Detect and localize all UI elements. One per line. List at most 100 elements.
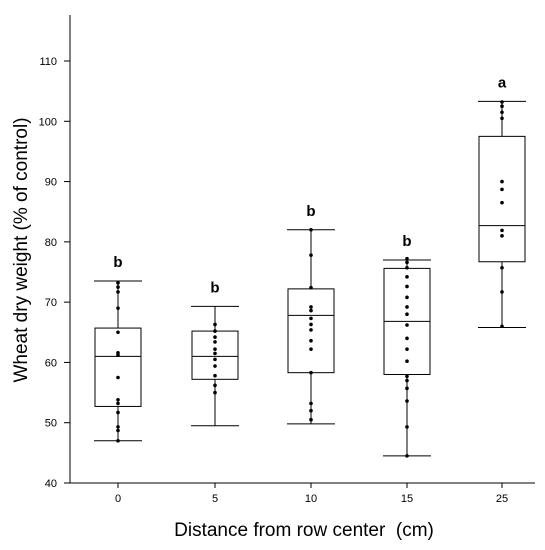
- data-point: [405, 386, 409, 391]
- y-tick-label: 50: [45, 418, 57, 430]
- data-point: [213, 347, 217, 351]
- y-tick-label: 110: [39, 56, 57, 68]
- data-point: [116, 285, 120, 289]
- data-point: [500, 100, 504, 104]
- box-group: b: [191, 279, 239, 427]
- data-point: [405, 378, 409, 383]
- x-axis-title: Distance from row center (cm): [174, 520, 434, 541]
- data-point: [405, 284, 409, 289]
- data-point: [116, 425, 120, 429]
- y-tick-label: 40: [45, 478, 57, 490]
- significance-letter: b: [210, 279, 219, 296]
- y-axis-title: Wheat dry weight (% of control): [11, 117, 32, 382]
- data-point: [405, 305, 409, 309]
- data-point: [405, 399, 409, 403]
- data-point: [309, 328, 313, 332]
- box-group: b: [383, 233, 431, 458]
- data-point: [309, 253, 313, 257]
- data-point: [213, 340, 217, 344]
- data-point: [116, 410, 120, 415]
- y-tick-label: 60: [45, 357, 57, 369]
- data-point: [309, 316, 313, 321]
- data-point: [213, 390, 217, 395]
- data-point: [213, 373, 217, 378]
- y-tick-label: 70: [45, 297, 57, 309]
- significance-letter: b: [113, 254, 122, 271]
- data-point: [405, 347, 409, 351]
- data-point: [500, 116, 504, 121]
- data-point: [405, 256, 409, 261]
- data-point: [500, 290, 504, 294]
- box-group: b: [94, 254, 142, 443]
- data-point: [213, 364, 217, 368]
- x-tick-label: 0: [115, 493, 121, 505]
- data-point: [309, 408, 313, 413]
- data-point: [213, 322, 217, 327]
- data-point: [405, 359, 409, 364]
- data-point: [116, 375, 120, 380]
- y-tick-label: 100: [39, 116, 57, 128]
- data-point: [116, 401, 120, 406]
- data-point: [405, 323, 409, 327]
- data-point: [500, 200, 504, 205]
- data-point: [309, 322, 313, 327]
- significance-letter: b: [306, 203, 315, 220]
- data-point: [116, 306, 120, 310]
- x-tick-label: 5: [212, 493, 218, 505]
- data-point: [405, 454, 409, 458]
- data-point: [213, 335, 217, 339]
- data-point: [116, 290, 120, 294]
- x-tick-label: 10: [305, 493, 317, 505]
- data-point: [405, 312, 409, 317]
- box-group: b: [287, 203, 335, 425]
- y-tick-label: 90: [45, 177, 57, 189]
- data-point: [405, 374, 409, 379]
- iqr-box: [94, 327, 142, 407]
- data-point: [405, 336, 409, 341]
- data-point: [405, 425, 409, 429]
- data-point: [500, 179, 504, 184]
- data-point: [405, 260, 409, 265]
- data-point: [309, 370, 313, 375]
- significance-letter: a: [498, 74, 507, 91]
- x-ticks: 0 5 10 15 25: [115, 483, 508, 505]
- data-point: [500, 234, 504, 238]
- data-point: [309, 305, 313, 309]
- data-point: [213, 329, 217, 333]
- data-point: [116, 428, 120, 433]
- axes: [69, 15, 535, 484]
- x-tick-label: 15: [401, 493, 413, 505]
- data-point: [309, 228, 313, 232]
- box-group: a: [478, 74, 526, 329]
- y-ticks: 40 50 60 70 80 90 100 110: [39, 56, 70, 490]
- data-point: [405, 295, 409, 300]
- data-point: [405, 275, 409, 279]
- boxes: b b b b a: [94, 74, 526, 458]
- y-tick-label: 80: [45, 237, 57, 249]
- data-point: [500, 324, 504, 329]
- data-point: [116, 439, 120, 443]
- data-point: [116, 350, 120, 355]
- data-point: [116, 281, 120, 285]
- data-point: [213, 383, 217, 388]
- data-point: [500, 104, 504, 109]
- data-point: [213, 357, 217, 362]
- data-point: [116, 330, 120, 335]
- data-point: [309, 308, 313, 313]
- significance-letter: b: [402, 233, 411, 250]
- data-point: [500, 110, 504, 115]
- data-point: [309, 401, 313, 406]
- data-point: [116, 398, 120, 402]
- data-point: [405, 265, 409, 270]
- data-point: [213, 351, 217, 356]
- iqr-box: [478, 135, 526, 263]
- data-point: [309, 338, 313, 343]
- x-tick-label: 25: [496, 493, 508, 505]
- data-point: [500, 228, 504, 233]
- data-point: [309, 347, 313, 351]
- data-point: [309, 417, 313, 422]
- data-point: [500, 265, 504, 270]
- data-point: [500, 187, 504, 192]
- data-point: [309, 285, 313, 290]
